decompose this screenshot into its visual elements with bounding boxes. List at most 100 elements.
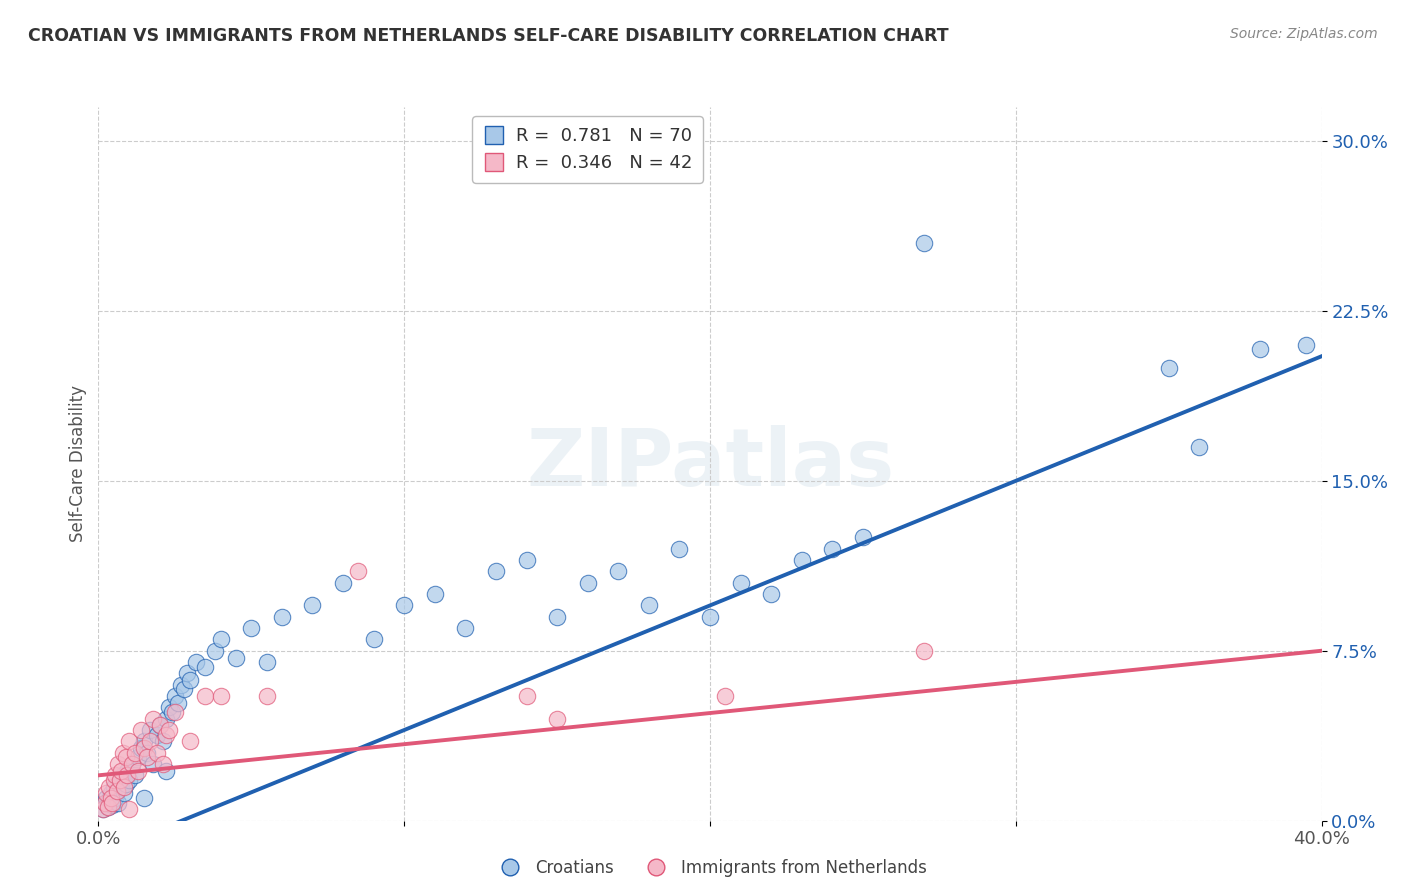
Point <box>134 734 156 748</box>
Point <box>107 757 129 772</box>
Point <box>160 705 183 719</box>
Point <box>714 689 737 703</box>
Point <box>155 764 177 778</box>
Point <box>852 531 875 545</box>
Point <box>118 772 141 787</box>
Point <box>110 764 132 778</box>
Point <box>108 772 131 787</box>
Point <box>790 553 813 567</box>
Point <box>163 705 186 719</box>
Text: CROATIAN VS IMMIGRANTS FROM NETHERLANDS SELF-CARE DISABILITY CORRELATION CHART: CROATIAN VS IMMIGRANTS FROM NETHERLANDS … <box>28 27 949 45</box>
Point <box>516 689 538 703</box>
Point <box>668 541 690 556</box>
Point <box>127 750 149 764</box>
Point <box>97 800 120 814</box>
Point <box>149 718 172 732</box>
Point <box>155 712 177 726</box>
Point <box>127 764 149 778</box>
Point <box>101 796 124 810</box>
Point <box>134 791 156 805</box>
Point <box>204 644 226 658</box>
Point <box>121 757 143 772</box>
Point <box>152 757 174 772</box>
Point <box>129 741 152 756</box>
Point <box>157 700 180 714</box>
Point <box>105 784 128 798</box>
Point <box>118 734 141 748</box>
Point <box>209 632 232 647</box>
Point <box>105 784 128 798</box>
Point <box>124 746 146 760</box>
Point <box>91 802 114 816</box>
Point <box>912 644 935 658</box>
Point <box>347 565 370 579</box>
Point <box>301 599 323 613</box>
Point <box>124 768 146 782</box>
Point <box>1188 440 1211 454</box>
Point <box>194 659 217 673</box>
Point <box>240 621 263 635</box>
Point <box>730 575 752 590</box>
Point <box>91 802 114 816</box>
Point <box>104 768 127 782</box>
Point <box>117 764 139 778</box>
Point <box>485 565 508 579</box>
Point <box>163 689 186 703</box>
Point <box>103 772 125 787</box>
Point <box>576 575 599 590</box>
Point <box>423 587 446 601</box>
Point <box>256 689 278 703</box>
Point <box>637 599 661 613</box>
Point <box>167 696 190 710</box>
Point <box>110 780 132 794</box>
Point <box>546 712 568 726</box>
Point <box>145 727 167 741</box>
Point <box>139 734 162 748</box>
Point <box>94 787 117 801</box>
Point <box>93 796 115 810</box>
Point <box>194 689 217 703</box>
Point <box>115 750 138 764</box>
Point <box>111 746 134 760</box>
Point <box>546 609 568 624</box>
Point <box>152 734 174 748</box>
Point <box>98 780 121 794</box>
Point <box>821 541 844 556</box>
Point <box>142 712 165 726</box>
Point <box>363 632 385 647</box>
Point <box>136 746 159 760</box>
Point <box>179 673 201 688</box>
Point <box>225 650 247 665</box>
Point <box>332 575 354 590</box>
Point <box>112 780 135 794</box>
Point <box>108 772 131 787</box>
Point <box>101 797 124 812</box>
Point <box>94 791 117 805</box>
Point <box>186 655 208 669</box>
Point <box>97 800 120 814</box>
Y-axis label: Self-Care Disability: Self-Care Disability <box>69 385 87 542</box>
Point <box>173 682 195 697</box>
Point <box>607 565 630 579</box>
Point <box>454 621 477 635</box>
Point <box>134 741 156 756</box>
Point <box>100 791 122 805</box>
Point <box>118 802 141 816</box>
Point <box>111 768 134 782</box>
Point <box>149 718 172 732</box>
Point <box>142 757 165 772</box>
Point <box>129 723 152 737</box>
Text: Source: ZipAtlas.com: Source: ZipAtlas.com <box>1230 27 1378 41</box>
Point <box>170 678 193 692</box>
Point <box>136 750 159 764</box>
Point <box>179 734 201 748</box>
Point <box>209 689 232 703</box>
Point <box>112 787 135 801</box>
Point <box>516 553 538 567</box>
Point <box>761 587 783 601</box>
Point <box>145 746 167 760</box>
Point <box>93 796 115 810</box>
Point <box>115 777 138 791</box>
Point <box>104 791 127 805</box>
Point <box>912 235 935 250</box>
